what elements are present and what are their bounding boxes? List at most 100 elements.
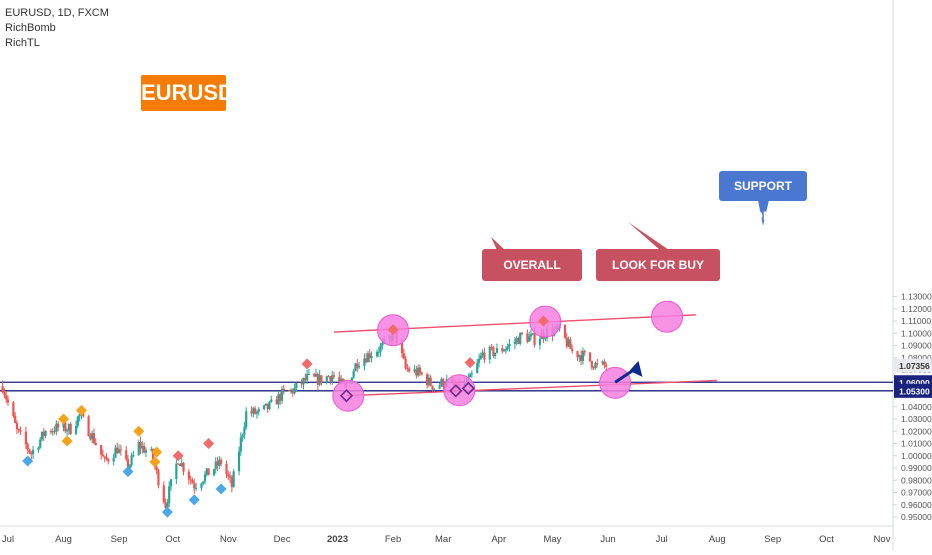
grid	[0, 0, 894, 550]
signal-markers	[22, 315, 550, 518]
candle-body	[89, 436, 92, 440]
candle-body	[583, 351, 586, 353]
candle-body	[64, 422, 67, 432]
candle-body	[302, 377, 305, 385]
candle-body	[569, 339, 572, 349]
candle-body	[245, 411, 248, 427]
candle-body	[520, 332, 524, 334]
candle-body	[420, 372, 423, 375]
price-tick-label: 0.96000	[901, 500, 932, 510]
candle-body	[139, 441, 142, 449]
candle-body	[338, 376, 341, 382]
candle-body	[100, 445, 103, 455]
signal-diamond	[151, 446, 163, 458]
candle-body	[228, 476, 232, 478]
price-tick-label: 1.01000	[901, 439, 932, 449]
candle-body	[356, 363, 359, 368]
symbol-legend[interactable]: EURUSD, 1D, FXCM	[5, 7, 109, 19]
candle-body	[30, 452, 33, 455]
candle-body	[44, 431, 47, 436]
candle-body	[494, 352, 497, 356]
candle-body	[594, 363, 597, 369]
candle-body	[313, 373, 316, 377]
candle-body	[155, 466, 158, 471]
signal-diamond	[133, 425, 145, 437]
candle-body	[483, 352, 486, 360]
candle-body	[531, 333, 534, 335]
candle-body	[431, 385, 434, 390]
candle-body	[14, 416, 17, 424]
buy-setups-pointer	[628, 222, 669, 250]
signal-diamond	[161, 506, 173, 518]
candle-body	[476, 362, 479, 374]
price-tick-label: 0.99000	[901, 463, 932, 473]
time-tick-label: Jul	[2, 534, 14, 545]
price-tick-label: 1.10000	[901, 328, 932, 338]
time-tick-label: Oct	[165, 534, 180, 545]
candle-body	[415, 369, 418, 376]
candle-body	[37, 447, 40, 450]
candle-body	[205, 468, 208, 475]
candle-body	[526, 333, 529, 342]
candle-body	[468, 374, 472, 378]
candle-body	[130, 455, 133, 466]
candle-body	[477, 358, 481, 363]
candle-body	[55, 423, 58, 432]
candle-body	[169, 479, 173, 487]
candle-body	[517, 338, 520, 344]
candle-body	[293, 388, 296, 394]
candle-body	[255, 411, 259, 414]
candle-body	[17, 428, 20, 431]
candle-body	[413, 369, 416, 372]
candle-body	[105, 456, 108, 460]
candle-body	[295, 383, 298, 389]
time-tick-label: Feb	[385, 534, 401, 545]
candle-body	[279, 394, 282, 401]
candle-body	[214, 461, 217, 470]
signal-diamond	[58, 413, 70, 425]
candle-body	[533, 333, 536, 346]
signal-diamond	[387, 324, 399, 336]
price-tick-label: 1.11000	[901, 316, 931, 326]
candle-body	[143, 445, 146, 453]
candle-body	[57, 423, 60, 428]
signal-diamond	[22, 455, 34, 467]
candle-body	[357, 365, 361, 368]
candle-body	[150, 449, 153, 451]
candle-body	[320, 375, 323, 383]
candle-body	[563, 324, 567, 338]
time-tick-label: Sep	[111, 534, 128, 545]
candle-body	[425, 374, 429, 386]
indicator-legend-richbomb[interactable]: RichBomb	[5, 22, 56, 34]
candle-body	[603, 361, 606, 366]
candle-body	[590, 361, 593, 368]
candle-body	[191, 480, 194, 484]
candle-body	[288, 390, 291, 392]
candle-body	[538, 338, 542, 346]
candle-body	[82, 413, 85, 417]
signal-diamond	[203, 438, 215, 449]
candle-body	[66, 430, 69, 432]
signal-diamond	[149, 456, 161, 468]
candle-body	[137, 441, 140, 455]
candle-body	[69, 423, 72, 434]
candle-body	[565, 337, 568, 347]
candle-body	[114, 447, 117, 458]
price-tick-label: 1.13000	[901, 292, 932, 302]
candle-body	[481, 352, 484, 356]
candle-body	[62, 422, 65, 428]
candle-body	[243, 426, 246, 435]
candle-body	[513, 341, 516, 344]
chart-legend: EURUSD, 1D, FXCM RichBomb RichTL	[5, 6, 109, 51]
time-tick-label: Oct	[819, 534, 834, 545]
candle-body	[427, 377, 430, 386]
candle-body	[125, 450, 128, 460]
candle-body	[580, 355, 583, 361]
support-zone-label: SUPPORT ZONE	[719, 171, 807, 223]
candle-body	[175, 463, 178, 480]
indicator-legend-richtl[interactable]: RichTL	[5, 37, 40, 49]
candle-body	[76, 416, 79, 426]
candle-body	[26, 444, 29, 450]
